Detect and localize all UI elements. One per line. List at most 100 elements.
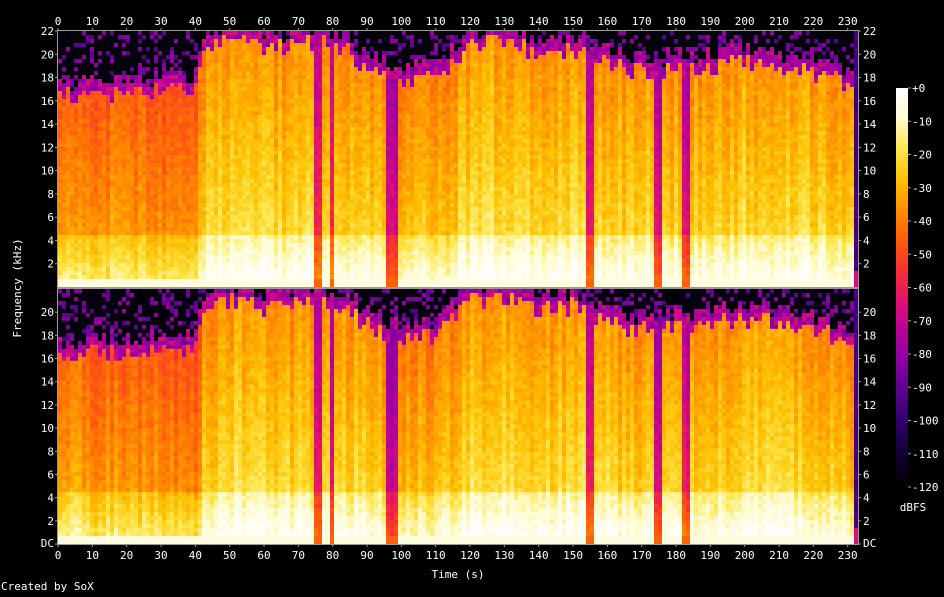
x-tick-label-bottom: 160: [597, 549, 617, 562]
colorbar-tick-label: -40: [912, 215, 932, 228]
y-tick-label-left: 6: [47, 211, 54, 224]
y-tick-label-left: 2: [47, 258, 54, 271]
colorbar-tick-label: -60: [912, 282, 932, 295]
x-tick-label-bottom: 10: [86, 549, 99, 562]
x-tick-label-bottom: 220: [803, 549, 823, 562]
x-tick-label-top: 100: [391, 15, 411, 28]
x-tick-label-top: 60: [257, 15, 270, 28]
x-tick-label-top: 170: [632, 15, 652, 28]
colorbar-tick-label: +0: [912, 82, 925, 95]
x-tick-label-bottom: 180: [666, 549, 686, 562]
channel-1-spectrogram: [58, 31, 859, 288]
y-tick-label-left: 14: [41, 376, 55, 389]
x-tick-label-top: 200: [735, 15, 755, 28]
x-tick-label-top: 110: [426, 15, 446, 28]
colorbar-tick-label: -110: [912, 448, 939, 461]
x-tick-label-top: 90: [360, 15, 373, 28]
y-tick-label-right: 20: [863, 306, 876, 319]
x-tick-label-bottom: 230: [838, 549, 858, 562]
y-tick-label-left: 16: [41, 95, 54, 108]
colorbar-tick-label: -20: [912, 149, 932, 162]
y-tick-label-right: 6: [863, 211, 870, 224]
y-tick-label-left: 2: [47, 515, 54, 528]
y-tick-label-right: 20: [863, 48, 876, 61]
colorbar-tick-label: -70: [912, 315, 932, 328]
y-tick-label-left: 22: [41, 25, 54, 38]
x-tick-label-bottom: 170: [632, 549, 652, 562]
y-tick-label-left: 12: [41, 399, 54, 412]
x-tick-label-top: 140: [529, 15, 549, 28]
colorbar-label: dBFS: [900, 501, 927, 514]
x-tick-label-bottom: 0: [55, 549, 62, 562]
x-tick-label-bottom: 50: [223, 549, 236, 562]
channel-2-spectrogram: [58, 289, 859, 545]
y-tick-label-right: DC: [863, 537, 876, 550]
x-tick-label-top: 70: [292, 15, 305, 28]
colorbar-tick-label: -30: [912, 182, 932, 195]
x-tick-label-bottom: 90: [360, 549, 373, 562]
x-tick-label-bottom: 30: [154, 549, 167, 562]
y-tick-label-left: 4: [47, 234, 54, 247]
y-tick-label-left: 20: [41, 48, 54, 61]
x-tick-label-bottom: 70: [292, 549, 305, 562]
x-tick-label-top: 190: [700, 15, 720, 28]
y-tick-label-left: 18: [41, 329, 54, 342]
x-tick-label-top: 180: [666, 15, 686, 28]
y-tick-label-right: 16: [863, 95, 876, 108]
colorbar-tick-label: -50: [912, 248, 932, 261]
x-tick-label-bottom: 200: [735, 549, 755, 562]
x-tick-label-bottom: 60: [257, 549, 270, 562]
x-tick-label-top: 130: [494, 15, 514, 28]
x-tick-label-bottom: 190: [700, 549, 720, 562]
colorbar-tick-label: -80: [912, 348, 932, 361]
y-tick-label-left: 12: [41, 141, 54, 154]
x-tick-label-top: 20: [120, 15, 133, 28]
y-tick-label-left: 18: [41, 72, 54, 85]
x-tick-label-top: 30: [154, 15, 167, 28]
y-tick-label-right: 14: [863, 376, 877, 389]
y-tick-label-left: 4: [47, 492, 54, 505]
x-tick-label-top: 40: [189, 15, 202, 28]
x-tick-label-top: 210: [769, 15, 789, 28]
footer-credit: Created by SoX: [1, 580, 94, 593]
y-tick-label-right: 18: [863, 329, 876, 342]
x-tick-label-bottom: 100: [391, 549, 411, 562]
y-tick-label-left: 10: [41, 165, 54, 178]
y-tick-label-left: 20: [41, 306, 54, 319]
y-tick-label-right: 8: [863, 445, 870, 458]
x-tick-label-bottom: 80: [326, 549, 339, 562]
x-tick-label-bottom: 210: [769, 549, 789, 562]
x-tick-label-bottom: 130: [494, 549, 514, 562]
y-axis-label: Frequency (kHz): [11, 238, 24, 337]
y-tick-label-right: 12: [863, 399, 876, 412]
x-tick-label-top: 120: [460, 15, 480, 28]
colorbar-tick-label: -120: [912, 481, 939, 494]
y-tick-label-right: 4: [863, 492, 870, 505]
x-tick-label-top: 150: [563, 15, 583, 28]
y-tick-label-right: 4: [863, 234, 870, 247]
y-tick-label-left: 8: [47, 188, 54, 201]
y-tick-label-right: 18: [863, 72, 876, 85]
y-tick-label-right: 14: [863, 118, 877, 131]
x-axis-label: Time (s): [432, 568, 485, 581]
y-tick-label-right: 6: [863, 468, 870, 481]
y-tick-label-right: 2: [863, 258, 870, 271]
x-tick-label-top: 50: [223, 15, 236, 28]
y-tick-label-left: 6: [47, 468, 54, 481]
y-tick-label-right: 8: [863, 188, 870, 201]
y-tick-label-right: 10: [863, 422, 876, 435]
colorbar: [896, 88, 908, 487]
y-tick-label-right: 16: [863, 353, 876, 366]
x-tick-label-bottom: 140: [529, 549, 549, 562]
x-tick-label-bottom: 40: [189, 549, 202, 562]
colorbar-tick-label: -90: [912, 381, 932, 394]
y-tick-label-right: 22: [863, 25, 876, 38]
x-tick-label-bottom: 110: [426, 549, 446, 562]
y-tick-label-left: 8: [47, 445, 54, 458]
y-tick-label-left: 16: [41, 353, 54, 366]
y-tick-label-right: 10: [863, 165, 876, 178]
y-tick-label-left: 10: [41, 422, 54, 435]
x-tick-label-top: 160: [597, 15, 617, 28]
